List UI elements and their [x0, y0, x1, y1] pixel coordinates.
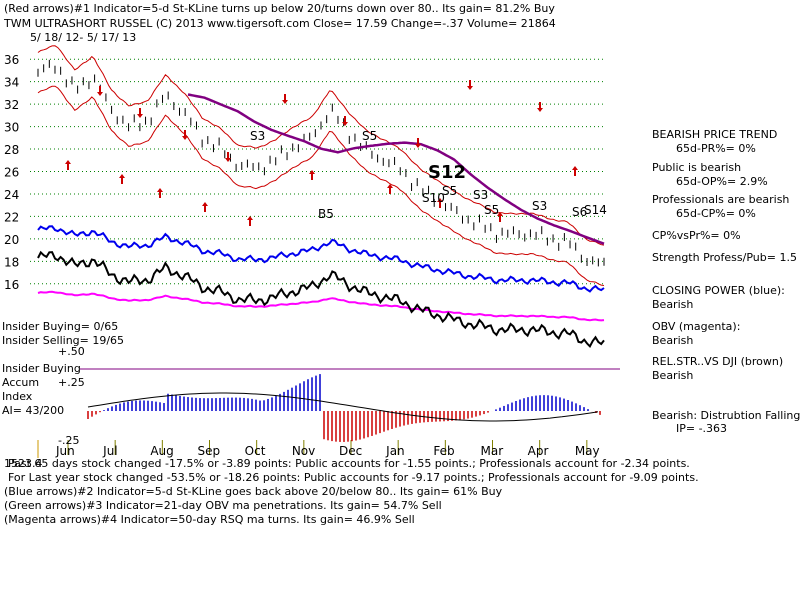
y-tick-label: 18: [4, 255, 19, 269]
rp10: Bearish: [652, 298, 694, 311]
rp4: 65d-OP%= 2.9%: [676, 175, 768, 188]
x-tick-label: Jul: [102, 444, 117, 458]
rp16: IP= -.363: [676, 422, 728, 435]
rp15: Bearish: Distrubtion Falling: [652, 409, 800, 422]
x-tick-label: Mar: [481, 444, 504, 458]
acc-ma-line: [87, 392, 599, 422]
buy-arrow: [157, 188, 163, 198]
header-line2: TWM ULTRASHORT RUSSEL (C) 2013 www.tiger…: [4, 17, 556, 30]
rp1: BEARISH PRICE TREND: [652, 128, 778, 141]
x-tick-label: Nov: [292, 444, 315, 458]
buy-arrow: [309, 170, 315, 180]
y-tick-label: 36: [4, 53, 19, 67]
signal-label: S5: [484, 203, 499, 217]
buy-arrow: [119, 174, 125, 184]
acc-plus50: +.50: [58, 345, 85, 358]
signal-label: S6: [572, 205, 587, 219]
rp13: REL.STR..VS DJI (brown): [652, 355, 784, 368]
rel-strength-line: [37, 250, 605, 348]
date-range: 5/ 18/ 12- 5/ 17/ 13: [30, 31, 137, 44]
insider-buying-count: Insider Buying= 0/65: [2, 320, 119, 333]
footer-line5: (Magenta arrows)#4 Indicator=50-day RSQ …: [4, 513, 415, 526]
sell-arrow: [282, 94, 288, 104]
x-tick-label: Oct: [245, 444, 266, 458]
signal-label: S3: [473, 188, 488, 202]
acc-minus25: -.25: [58, 434, 80, 447]
footer-line4: (Green arrows)#3 Indicator=21-day OBV ma…: [4, 499, 442, 512]
y-tick-label: 32: [4, 98, 19, 112]
signal-label: S10: [422, 191, 445, 205]
sell-arrow: [537, 102, 543, 112]
y-tick-label: 28: [4, 143, 19, 157]
rp6: 65d-CP%= 0%: [676, 207, 756, 220]
acc-plus25: +.25: [58, 376, 85, 389]
sell-arrow: [182, 130, 188, 140]
signal-label: S3: [250, 129, 265, 143]
x-tick-label: Jun: [55, 444, 75, 458]
band-line: [37, 45, 605, 246]
x-tick-label: Sep: [198, 444, 221, 458]
sell-arrow: [137, 108, 143, 118]
band-line: [37, 85, 605, 286]
footer-line2: For Last year stock changed -53.5% or -1…: [8, 471, 699, 484]
signal-label: S5: [442, 184, 457, 198]
rp11: OBV (magenta):: [652, 320, 741, 333]
price-chart: 36 34 32 30 28 26 24 22 20 18 16 Jun Jul Aug Sep Oct No…: [4, 45, 620, 458]
obv-line: [37, 290, 605, 322]
x-tick-label: Feb: [433, 444, 454, 458]
signal-label: S3: [532, 199, 547, 213]
y-tick-label: 16: [4, 278, 19, 292]
buy-arrow: [497, 212, 503, 222]
y-tick-label: 26: [4, 166, 19, 180]
rp5: Professionals are bearish: [652, 193, 790, 206]
sell-arrow: [342, 116, 348, 126]
insider-selling-count: Insider Selling= 19/65: [2, 334, 125, 347]
y-tick-label: 24: [4, 188, 19, 202]
rp14: Bearish: [652, 369, 694, 382]
buy-arrow: [437, 198, 443, 208]
footer-overlap: 1523.4: [4, 457, 43, 470]
signal-label: S5: [362, 129, 377, 143]
rp12: Bearish: [652, 334, 694, 347]
sell-arrow: [415, 138, 421, 148]
buy-arrow: [572, 166, 578, 176]
rp7: CP%vsPr%= 0%: [652, 229, 741, 242]
header-line1: (Red arrows)#1 Indicator=5-d St-KLine tu…: [4, 2, 555, 15]
footer-line1: Past 65 days stock changed -17.5% or -3.…: [8, 457, 690, 470]
sell-arrow: [97, 86, 103, 96]
footer-line3: (Blue arrows)#2 Indicator=5-d St-KLine g…: [4, 485, 503, 498]
insider-index-label3: Index: [2, 390, 33, 403]
sell-arrow: [225, 152, 231, 162]
buy-arrow: [202, 202, 208, 212]
rp8: Strength Profess/Pub= 1.5: [652, 251, 797, 264]
signal-label: S14: [584, 203, 607, 217]
y-tick-label: 34: [4, 76, 19, 90]
x-tick-label: May: [575, 444, 600, 458]
sell-arrow: [467, 80, 473, 90]
y-tick-label: 22: [4, 210, 19, 224]
x-tick-label: Dec: [339, 444, 362, 458]
insider-index-label2: Accum: [2, 376, 40, 389]
x-tick-label: Jan: [385, 444, 405, 458]
x-tick-label: Apr: [528, 444, 549, 458]
signal-label: B5: [318, 207, 334, 221]
signal-label: S12: [428, 162, 466, 183]
ai-value: AI= 43/200: [2, 404, 65, 417]
buy-arrow: [65, 160, 71, 170]
y-tick-label: 30: [4, 121, 19, 135]
rp2: 65d-PR%= 0%: [676, 142, 756, 155]
insider-index-label1: Insider Buying: [2, 362, 81, 375]
ma-line: [187, 93, 605, 245]
buy-arrow: [247, 216, 253, 226]
y-tick-label: 20: [4, 233, 19, 247]
closing-power-line: [37, 225, 605, 293]
rp3: Public is bearish: [652, 161, 742, 174]
x-tick-label: Aug: [150, 444, 173, 458]
rp9: CLOSING POWER (blue):: [652, 284, 785, 297]
buy-arrow: [387, 184, 393, 194]
